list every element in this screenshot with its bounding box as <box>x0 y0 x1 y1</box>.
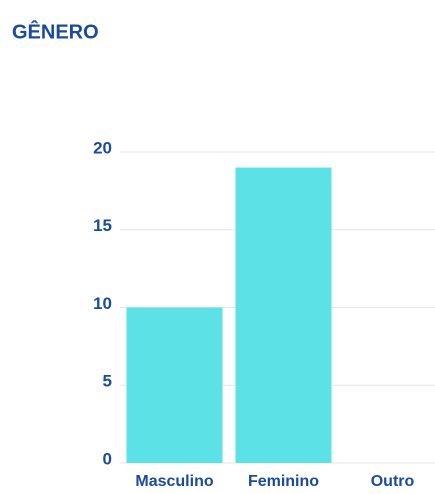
chart-title: GÊNERO <box>12 19 99 43</box>
y-tick-label: 0 <box>103 449 112 468</box>
x-tick-label: Feminino <box>248 473 319 490</box>
x-tick-label: Outro <box>371 473 415 490</box>
y-tick-label: 15 <box>93 216 112 235</box>
bar <box>235 167 332 464</box>
y-tick-label: 10 <box>93 294 112 313</box>
bar <box>126 307 223 463</box>
y-tick-label: 5 <box>103 372 112 391</box>
y-tick-label: 20 <box>93 138 112 157</box>
x-tick-label: Masculino <box>135 473 213 490</box>
